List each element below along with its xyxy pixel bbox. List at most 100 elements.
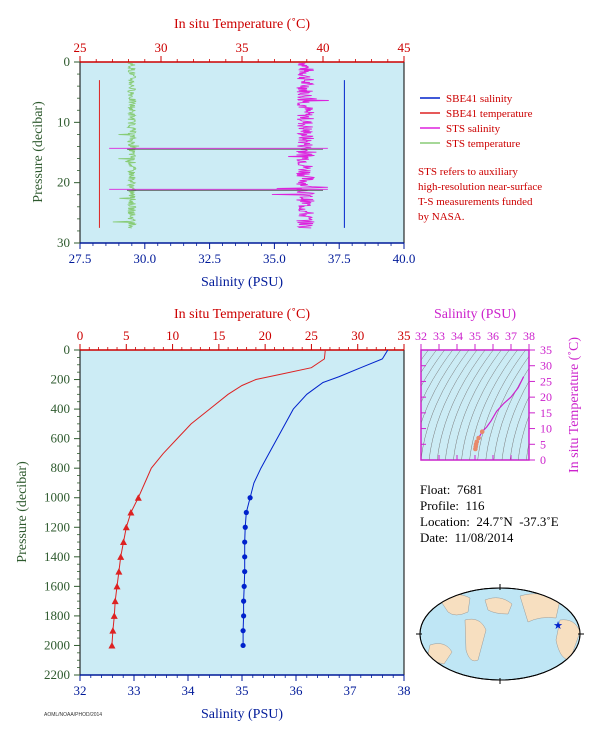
legend-sbe-temp-label: SBE41 temperature [446,108,533,120]
bottom-pressure-tick-label: 1200 [44,519,70,534]
salinity-marker [242,554,248,560]
top-sal-tick-label: 32.5 [198,251,221,266]
temperature-marker [113,582,121,590]
bottom-pressure-tick-label: 400 [51,401,71,416]
bottom-sal-tick-label: 38 [398,683,411,698]
top-pressure-ticks: 0 10 20 30 [57,54,80,250]
ts-isopycnal-line [469,350,518,460]
top-panel: 25 30 35 40 45 27.5 30.0 32.5 35.0 37.5 40.0 0 10 2… [31,17,415,290]
temperature-marker [115,568,123,575]
top-pressure-tick-label: 10 [57,114,70,129]
top-sal-ticks: 27.5 30.0 32.5 35.0 37.5 40.0 [69,243,415,266]
ts-isopycnal-line [509,396,529,460]
ts-sal-tick-label: 36 [487,329,499,343]
legend-note-3: T-S measurements funded [418,196,533,208]
top-pressure-tick-label: 30 [57,235,70,250]
ts-series [473,376,525,452]
ts-temp-tick-label: 35 [540,343,552,357]
top-sal-tick-label: 30.0 [133,251,156,266]
ts-isopycnal-line [461,350,510,460]
bottom-sal-tick-label: 32 [74,683,87,698]
salinity-marker [242,524,248,530]
temperature-marker [120,538,128,546]
bottom-temp-ticks: 0 5 10 15 20 25 30 35 [77,328,411,350]
top-temp-tick-label: 25 [74,40,87,55]
ts-isopycnal-line [421,350,453,404]
bottom-pressure-ticks: 0 200 400 600 800 1000 1200 1400 1600 1800 2000 220… [44,342,80,682]
bottom-pressure-tick-label: 600 [51,431,71,446]
ts-isopycnal-line [428,350,478,460]
legend-note-2: high-resolution near-surface [418,181,542,193]
bottom-sal-tick-label: 34 [182,683,196,698]
ts-isopycnal-line [421,350,445,387]
bottom-temp-tick-label: 25 [305,328,318,343]
legend-sts-sal: STS salinity [420,123,501,135]
bottom-sal-tick-label: 35 [236,683,249,698]
float-location-star-icon: ★ [553,620,563,632]
ts-temp-tick-label: 5 [540,437,546,451]
top-sal-tick-label: 35.0 [263,251,286,266]
ts-isopycnal-line [436,350,486,460]
top-pressure-tick-label: 0 [64,54,71,69]
bottom-pressure-tick-label: 2000 [44,637,70,652]
top-plot-area [79,61,405,244]
bottom-sal-tick-label: 33 [128,683,141,698]
bottom-sal-axis-title: Salinity (PSU) [201,707,283,722]
bottom-pressure-tick-label: 1600 [44,578,70,593]
ts-temp-tick-label: 25 [540,374,552,388]
locator-map: ★ [416,584,584,684]
ts-temp-axis-title: In situ Temperature (˚C) [567,337,582,473]
globe-land [427,593,580,665]
bottom-sal-ticks: 32 33 34 35 36 37 38 [74,675,411,698]
ts-sal-tick-label: 34 [451,329,463,343]
ts-isopycnal-line [477,350,526,460]
credit-text: AOML/NOAA/PHOD/2014 [44,712,103,718]
ts-deep-marker [479,429,485,435]
bottom-pressure-axis-title: Pressure (decibar) [15,461,30,563]
temperature-marker [108,641,116,649]
legend-note-4: by NASA. [418,211,465,223]
bottom-temp-tick-label: 15 [212,328,225,343]
legend-sts-sal-label: STS salinity [446,123,501,135]
temperature-marker [122,523,130,531]
ts-deep-marker [474,439,480,445]
ts-sal-tick-label: 35 [469,329,481,343]
salinity-marker [247,495,253,501]
bottom-temp-tick-label: 10 [166,328,179,343]
bottom-temp-tick-label: 0 [77,328,84,343]
bottom-pressure-tick-label: 1000 [44,490,70,505]
profile-number: Profile: 116 [420,498,485,513]
top-series [98,62,345,229]
bottom-sal-tick-label: 37 [344,683,358,698]
bottom-pressure-tick-label: 200 [51,372,71,387]
ts-temp-tick-label: 0 [540,453,546,467]
top-sal-axis-title: Salinity (PSU) [201,275,283,290]
bottom-temp-tick-label: 35 [398,328,411,343]
legend-sbe-sal-label: SBE41 salinity [446,93,513,105]
top-temp-tick-label: 40 [317,40,330,55]
salinity-marker [243,509,249,516]
ts-isopycnal-line [501,380,529,460]
top-temp-tick-label: 45 [398,40,411,55]
temperature-marker [117,553,125,560]
temperature-marker [127,509,135,516]
salinity-marker [241,613,247,619]
float-info: Float: 7681 Profile: 116 Location: 24.7˚… [420,482,559,546]
top-temp-axis-title: In situ Temperature (˚C) [174,17,310,32]
ts-sal-axis-title: Salinity (PSU) [434,307,516,322]
ts-temp-tick-label: 15 [540,406,552,420]
top-temp-tick-label: 30 [155,40,168,55]
salinity-marker [241,583,247,589]
ts-isopycnal-line [421,350,437,373]
salinity-marker [242,539,248,545]
ts-isopycnal-line [517,415,529,460]
legend: SBE41 salinity SBE41 temperature STS sal… [418,93,542,223]
top-temp-tick-label: 35 [236,40,249,55]
bottom-pressure-tick-label: 1400 [44,549,70,564]
ts-isopycnal-line [493,367,529,460]
ts-isopycnal-line [421,350,470,460]
ts-temp-tick-label: 20 [540,390,552,404]
ts-sal-tick-label: 32 [415,329,427,343]
